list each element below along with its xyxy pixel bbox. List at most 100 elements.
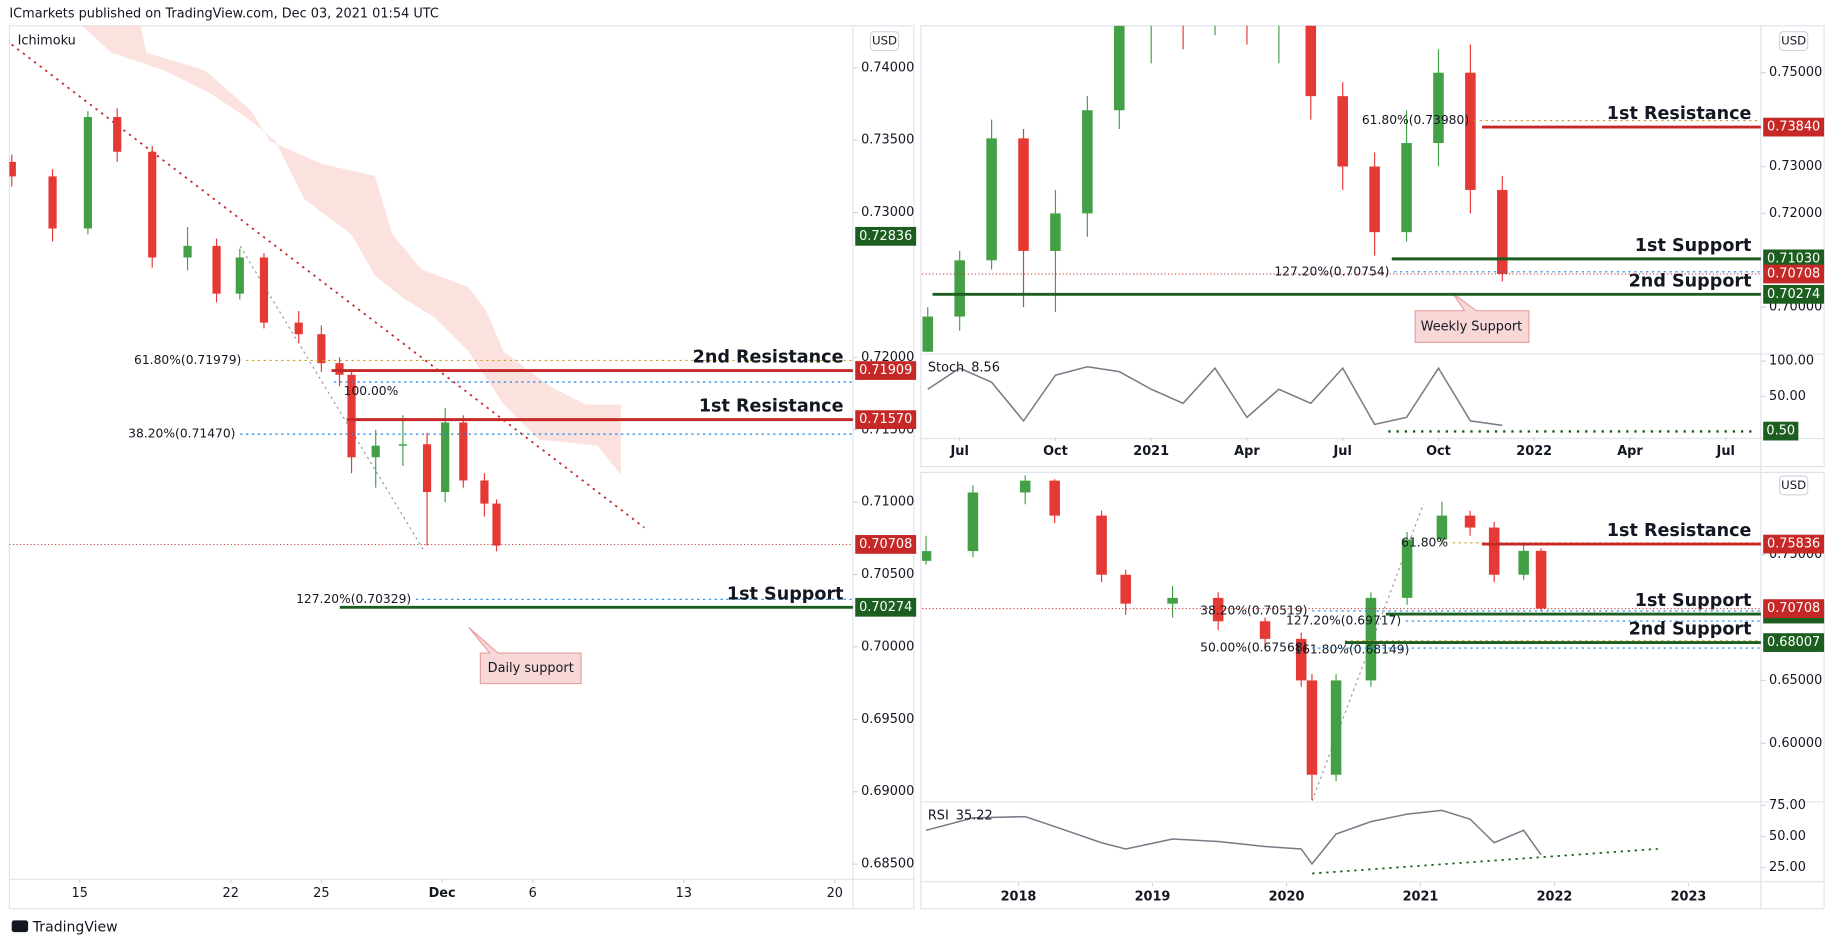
candle-body: [148, 151, 157, 258]
x-tick-label: Apr: [1234, 444, 1260, 459]
current-price-tag-box: [1763, 264, 1825, 284]
fib-label: 100.00%: [344, 384, 399, 398]
y-tick-label: 0.68500: [861, 857, 914, 872]
callout-box: [468, 626, 582, 685]
fib-label: 38.20%(0.71470): [128, 427, 235, 441]
panel-frame: [8, 25, 915, 910]
candle-body: [183, 245, 192, 258]
candle-body: [1212, 597, 1224, 622]
level-tag-box: [855, 361, 917, 380]
level-tag-text: 0.75836: [1767, 537, 1820, 552]
currency: USD: [872, 34, 897, 48]
level-tag-box: [1763, 284, 1825, 304]
panel-frame: [920, 471, 1825, 910]
candle-body: [1167, 597, 1178, 604]
fib-label: 61.80%(0.71979): [134, 353, 241, 367]
trend-line: [11, 43, 645, 529]
candle-body: [398, 444, 407, 446]
x-tick-label: Apr: [1617, 444, 1643, 459]
candle-body: [986, 138, 997, 261]
candle-body: [922, 551, 932, 561]
x-tick-label: 25: [313, 886, 329, 901]
candle-body: [1401, 143, 1412, 233]
osc-tick-label: 100.00: [1769, 354, 1814, 369]
fib-label: 61.80%: [1401, 535, 1448, 549]
candle-body: [480, 480, 489, 504]
candle-body: [1082, 110, 1093, 214]
y-tick-label: 0.73500: [861, 133, 914, 148]
oscillator-value: 8.56: [971, 361, 1000, 376]
candle-body: [422, 444, 432, 493]
candle-body: [83, 117, 92, 229]
candle-body: [1210, 0, 1221, 16]
x-tick-label: 22: [223, 886, 239, 901]
level-tag-box: [855, 410, 917, 430]
candle-body: [1096, 515, 1107, 575]
currency-box: [869, 31, 900, 52]
x-tick-label: 2018: [1001, 889, 1037, 904]
current-price-tag-text: 0.70708: [859, 537, 912, 552]
x-tick-label: 6: [529, 886, 537, 901]
currency-box: [1779, 475, 1809, 496]
price-tag-box: [855, 226, 917, 246]
y-tick-label: 0.69000: [861, 784, 914, 799]
level-tag-box: [855, 597, 917, 617]
logo: [11, 920, 29, 933]
candle-body: [259, 257, 269, 323]
y-tick-label: 0.74000: [861, 60, 914, 75]
x-tick-label: Oct: [1426, 444, 1451, 459]
candle-body: [441, 422, 450, 493]
level-tag-text: 0.70274: [1767, 287, 1820, 302]
current-price-tag-text: 0.70708: [1767, 266, 1820, 281]
level-name: 1st Support: [1635, 591, 1752, 611]
candle-body: [1295, 638, 1307, 681]
y-tick-label: 0.60000: [1769, 736, 1822, 751]
candle-body: [1401, 539, 1413, 598]
ichimoku-cloud: [82, 25, 621, 475]
plot-area: [922, 0, 1508, 352]
fib-label: 50.00%(0.67568): [1200, 641, 1307, 655]
indicator-name: Ichimoku: [18, 34, 76, 49]
x-tick-label: Oct: [1043, 444, 1068, 459]
currency: USD: [1781, 478, 1806, 492]
candle-body: [1242, 0, 1253, 7]
osc-tick-label: 25.00: [1769, 860, 1806, 875]
callout-box: [1414, 292, 1530, 343]
fib-label: 38.20%(0.70519): [1200, 603, 1307, 617]
x-tick-label: 13: [676, 886, 692, 901]
x-tick-label: Jul: [949, 444, 968, 459]
candle-body: [294, 322, 303, 335]
candle-body: [1488, 527, 1500, 575]
x-tick-label: Dec: [429, 886, 456, 901]
candle-body: [347, 374, 356, 458]
candle-body: [954, 260, 965, 317]
candle-body: [1114, 25, 1125, 111]
oscillator-line: [925, 809, 1542, 866]
candle-body: [1146, 7, 1157, 26]
y-tick-label: 0.71000: [861, 495, 914, 510]
fib-label: 161.80%(0.68149): [1294, 643, 1409, 657]
level-name: 2nd Support: [1629, 620, 1752, 640]
candle-body: [1019, 480, 1031, 493]
y-tick-label: 0.70000: [861, 639, 914, 654]
osc-level-tag: [1763, 421, 1799, 441]
candle-body: [492, 503, 501, 546]
osc-tick-label: 75.00: [1769, 798, 1806, 813]
x-tick-label: 20: [827, 886, 843, 901]
candle-body: [1365, 597, 1377, 681]
candle-body: [1259, 621, 1271, 639]
fib-guide: [239, 245, 425, 552]
candle-body: [1436, 515, 1448, 540]
level-name: 1st Resistance: [1607, 104, 1752, 124]
level-tag-text: 0.73840: [1767, 120, 1820, 135]
candle-body: [335, 363, 344, 375]
plot-area: [922, 475, 1547, 800]
callout-text: Daily support: [488, 661, 574, 676]
candle-body: [459, 422, 468, 481]
candle-body: [1535, 550, 1547, 609]
candle-body: [1330, 680, 1342, 775]
candle-body: [1465, 72, 1476, 190]
current-price-tag-box: [855, 535, 917, 554]
